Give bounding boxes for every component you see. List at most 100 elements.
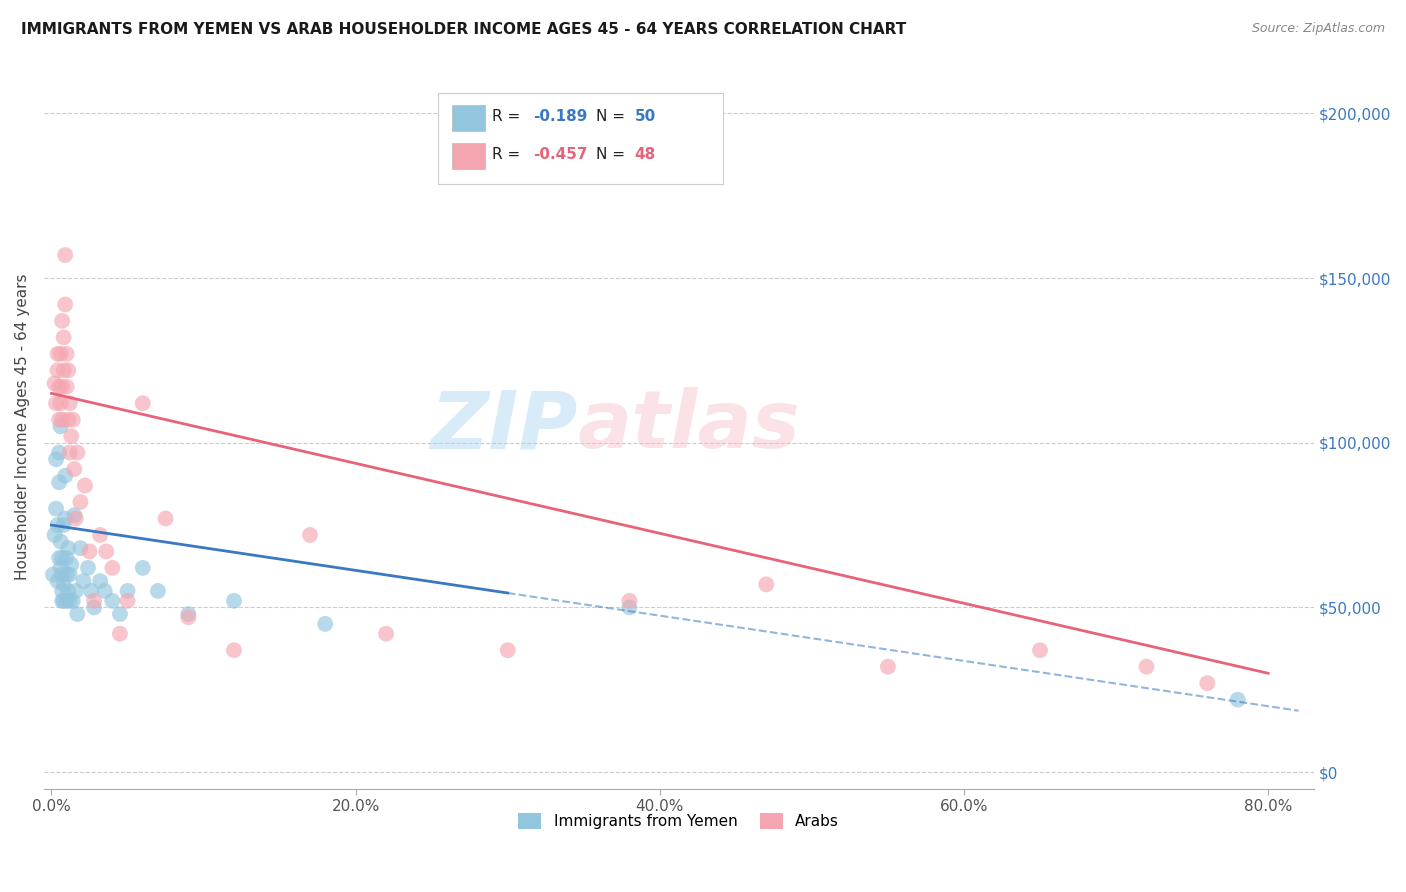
Point bbox=[51, 314, 73, 328]
Text: ZIP: ZIP bbox=[430, 387, 578, 466]
Point bbox=[55, 380, 77, 394]
Point bbox=[44, 528, 66, 542]
Point bbox=[58, 363, 80, 377]
Point bbox=[55, 551, 77, 566]
FancyBboxPatch shape bbox=[451, 105, 485, 131]
Point bbox=[177, 607, 200, 621]
Point bbox=[48, 475, 70, 490]
Point bbox=[42, 567, 65, 582]
Point bbox=[62, 594, 84, 608]
Text: -0.457: -0.457 bbox=[533, 147, 588, 162]
Point bbox=[46, 518, 69, 533]
Point bbox=[101, 561, 124, 575]
Point bbox=[59, 396, 82, 410]
Text: R =: R = bbox=[492, 110, 526, 125]
Point bbox=[52, 363, 75, 377]
Point bbox=[51, 594, 73, 608]
Point bbox=[101, 594, 124, 608]
Point bbox=[45, 396, 67, 410]
Point bbox=[132, 396, 155, 410]
Point bbox=[48, 551, 70, 566]
Point bbox=[49, 347, 72, 361]
Point bbox=[59, 594, 82, 608]
Point bbox=[51, 583, 73, 598]
Text: IMMIGRANTS FROM YEMEN VS ARAB HOUSEHOLDER INCOME AGES 45 - 64 YEARS CORRELATION : IMMIGRANTS FROM YEMEN VS ARAB HOUSEHOLDE… bbox=[21, 22, 907, 37]
Point bbox=[619, 594, 641, 608]
Point bbox=[51, 567, 73, 582]
Point bbox=[52, 330, 75, 344]
Point bbox=[83, 594, 105, 608]
Point bbox=[93, 583, 115, 598]
Point bbox=[155, 511, 177, 525]
Point bbox=[55, 347, 77, 361]
Point bbox=[755, 577, 778, 591]
Point bbox=[65, 511, 87, 525]
Point bbox=[53, 468, 76, 483]
Point bbox=[46, 574, 69, 588]
Point bbox=[53, 297, 76, 311]
Point bbox=[66, 445, 89, 459]
Point bbox=[177, 610, 200, 624]
Point bbox=[44, 376, 66, 391]
Point bbox=[73, 478, 96, 492]
Point bbox=[55, 594, 77, 608]
Point bbox=[52, 594, 75, 608]
Legend: Immigrants from Yemen, Arabs: Immigrants from Yemen, Arabs bbox=[512, 807, 845, 835]
Point bbox=[63, 462, 86, 476]
Point bbox=[877, 659, 900, 673]
Text: Source: ZipAtlas.com: Source: ZipAtlas.com bbox=[1251, 22, 1385, 36]
Point bbox=[80, 583, 103, 598]
Point bbox=[58, 413, 80, 427]
Text: R =: R = bbox=[492, 147, 526, 162]
Point bbox=[49, 561, 72, 575]
Point bbox=[55, 567, 77, 582]
Text: N =: N = bbox=[596, 110, 630, 125]
Point bbox=[59, 567, 82, 582]
Point bbox=[1197, 676, 1219, 690]
Point bbox=[132, 561, 155, 575]
Point bbox=[619, 600, 641, 615]
Point bbox=[1226, 692, 1249, 706]
Point bbox=[53, 248, 76, 262]
Point bbox=[58, 541, 80, 556]
Point bbox=[117, 583, 139, 598]
Point bbox=[222, 594, 245, 608]
Point bbox=[63, 508, 86, 523]
Point bbox=[79, 544, 101, 558]
Point bbox=[77, 561, 100, 575]
Point bbox=[108, 607, 131, 621]
Point bbox=[49, 534, 72, 549]
Point bbox=[96, 544, 118, 558]
Point bbox=[48, 413, 70, 427]
Point bbox=[83, 600, 105, 615]
Point bbox=[65, 583, 87, 598]
Point bbox=[48, 445, 70, 459]
Point bbox=[1029, 643, 1052, 657]
Point bbox=[62, 413, 84, 427]
Point bbox=[69, 495, 91, 509]
Point bbox=[46, 347, 69, 361]
Text: N =: N = bbox=[596, 147, 630, 162]
Point bbox=[49, 419, 72, 434]
Point bbox=[52, 577, 75, 591]
Point bbox=[45, 501, 67, 516]
Point bbox=[299, 528, 322, 542]
Y-axis label: Householder Income Ages 45 - 64 years: Householder Income Ages 45 - 64 years bbox=[15, 273, 30, 580]
Point bbox=[51, 551, 73, 566]
Point bbox=[58, 583, 80, 598]
Point bbox=[53, 511, 76, 525]
Point bbox=[1135, 659, 1157, 673]
Text: 50: 50 bbox=[634, 110, 655, 125]
Point bbox=[66, 607, 89, 621]
Point bbox=[60, 558, 83, 572]
Point bbox=[146, 583, 169, 598]
Point bbox=[108, 626, 131, 640]
Point bbox=[375, 626, 398, 640]
Text: atlas: atlas bbox=[578, 387, 800, 466]
Point bbox=[45, 452, 67, 467]
Point bbox=[496, 643, 519, 657]
FancyBboxPatch shape bbox=[437, 93, 723, 184]
Point bbox=[51, 413, 73, 427]
Point bbox=[72, 574, 94, 588]
Point bbox=[52, 518, 75, 533]
